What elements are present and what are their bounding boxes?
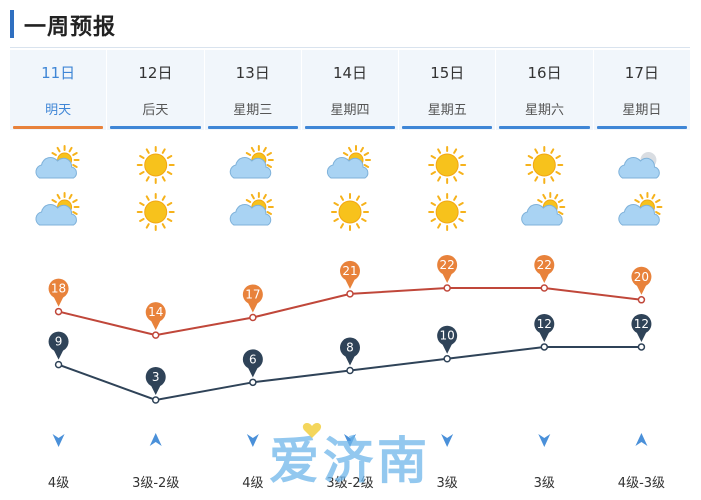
tab-date: 14日 xyxy=(332,64,368,82)
forecast-chart: 18 14 17 21 22 22 20 9 3 6 8 10 12 12 4级 3级-2级 4级 3级-2级 3级… xyxy=(35,145,665,491)
wind-arrow-down-icon xyxy=(246,434,259,447)
tab-underline xyxy=(207,126,298,129)
wind-level-label: 3级 xyxy=(437,476,458,491)
low-temp-point: 6 xyxy=(242,349,263,387)
tab-day-7[interactable]: 17日星期日 xyxy=(594,50,690,130)
day-tabs: 11日 明天 12日 后天 13日 星期三 14日 星期四 15日 星期五 16日 星期六 17日 星期日 xyxy=(10,50,690,130)
tab-day-label: 明天 xyxy=(45,103,72,118)
wind-level-label: 3级-2级 xyxy=(326,476,373,491)
tab-day-label: 星期四 xyxy=(330,103,370,118)
low-temp-label: 8 xyxy=(346,341,354,355)
low-temp-point: 3 xyxy=(145,367,166,404)
tab-date: 11日 xyxy=(41,64,76,82)
high-temp-point: 22 xyxy=(534,255,555,292)
night-weather-sun-icon xyxy=(428,193,467,231)
low-temp-label: 10 xyxy=(440,329,455,343)
tab-day-label: 星期五 xyxy=(427,103,467,118)
wind-arrow-down-icon xyxy=(344,434,356,447)
section-header: 一周预报 xyxy=(0,0,701,48)
high-temp-point: 22 xyxy=(437,255,458,292)
wind-arrow-up-icon xyxy=(635,433,648,446)
day-weather-cloudy-sun-icon xyxy=(35,145,80,179)
low-temp-label: 9 xyxy=(55,335,63,349)
wind-level-label: 4级-3级 xyxy=(618,476,665,491)
high-temp-point: 21 xyxy=(340,260,360,298)
night-weather-sun-icon xyxy=(136,193,175,231)
tab-underline xyxy=(13,126,104,129)
night-weather-cloudy-sun-icon xyxy=(229,192,274,226)
day-weather-sun-icon xyxy=(525,146,564,184)
wind-arrow-down-icon xyxy=(52,434,65,447)
tab-day-4[interactable]: 14日星期四 xyxy=(302,50,400,130)
tab-underline xyxy=(304,126,396,129)
wind-level-label: 3级-2级 xyxy=(132,476,179,491)
day-weather-cloudy-sun-icon xyxy=(326,145,371,179)
high-temp-label: 20 xyxy=(634,270,649,284)
day-weather-cloudy-sun-icon xyxy=(229,145,274,179)
high-temp-point: 18 xyxy=(48,278,69,316)
high-temp-point: 17 xyxy=(242,284,263,322)
tab-day-label: 星期日 xyxy=(622,103,662,118)
header-accent-bar xyxy=(10,10,14,38)
tab-date: 13日 xyxy=(235,64,270,82)
header-divider xyxy=(10,47,690,48)
watermark-logo: 爱济南 xyxy=(269,432,431,490)
page-title: 一周预报 xyxy=(24,15,117,40)
tab-underline xyxy=(110,126,201,129)
high-temp-point: 20 xyxy=(631,266,652,304)
wind-arrow-down-icon xyxy=(441,434,454,447)
low-temp-point: 8 xyxy=(340,337,360,375)
night-weather-sun-icon xyxy=(331,193,369,231)
low-temp-point: 9 xyxy=(48,331,69,369)
tab-day-3[interactable]: 13日星期三 xyxy=(205,50,302,130)
wind-level-label: 4级 xyxy=(242,476,263,491)
wind-level-label: 4级 xyxy=(48,476,69,491)
tab-day-label: 后天 xyxy=(142,103,169,118)
low-temp-label: 12 xyxy=(634,317,649,331)
low-temp-point: 12 xyxy=(631,313,652,351)
tab-day-1[interactable]: 11日明天 xyxy=(10,50,108,130)
tab-day-label: 星期六 xyxy=(525,103,565,118)
tab-date: 16日 xyxy=(527,64,562,82)
night-weather-cloudy-sun-icon xyxy=(35,192,80,226)
night-weather-cloudy-sun-icon xyxy=(521,192,566,226)
high-temp-label: 14 xyxy=(148,305,163,319)
tab-underline xyxy=(596,126,687,129)
low-temp-label: 3 xyxy=(152,370,160,384)
high-temp-label: 22 xyxy=(537,258,552,272)
low-temp-label: 12 xyxy=(537,317,552,331)
tab-underline xyxy=(499,126,590,129)
high-temp-label: 22 xyxy=(440,258,455,272)
tab-day-label: 星期三 xyxy=(233,103,273,118)
wind-arrow-up-icon xyxy=(149,433,162,446)
tab-date: 12日 xyxy=(138,64,173,82)
tab-day-2[interactable]: 12日后天 xyxy=(107,50,205,130)
low-temp-label: 6 xyxy=(249,352,257,366)
night-weather-cloudy-sun-icon xyxy=(618,192,663,226)
tab-date: 17日 xyxy=(624,64,659,82)
high-temp-label: 21 xyxy=(342,264,357,278)
day-weather-sun-icon xyxy=(428,146,467,184)
low-temp-point: 12 xyxy=(534,313,555,351)
tab-day-6[interactable]: 16日星期六 xyxy=(496,50,594,130)
tab-date: 15日 xyxy=(430,64,465,82)
tab-underline xyxy=(402,126,493,129)
high-temp-label: 18 xyxy=(51,282,66,296)
day-weather-sun-icon xyxy=(136,146,175,184)
high-temp-point: 14 xyxy=(145,302,166,339)
wind-arrow-down-icon xyxy=(538,434,551,447)
high-temp-label: 17 xyxy=(245,287,260,301)
day-weather-cloudy-icon xyxy=(618,152,660,179)
tab-day-5[interactable]: 15日星期五 xyxy=(399,50,497,130)
low-temp-point: 10 xyxy=(437,325,458,363)
wind-level-label: 3级 xyxy=(534,476,555,491)
heart-icon xyxy=(302,423,322,438)
